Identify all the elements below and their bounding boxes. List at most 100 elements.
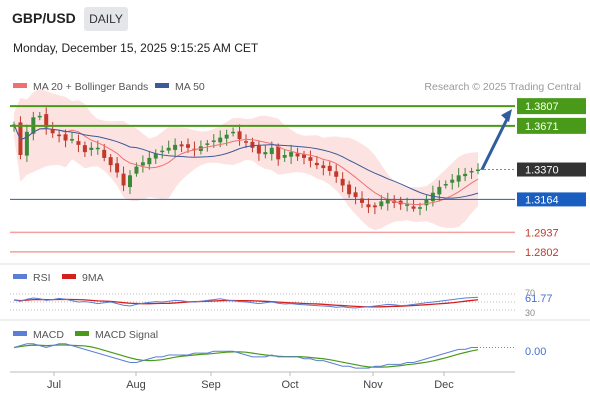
level-label: 1.3671 xyxy=(525,121,559,133)
rsi-tick: 70 xyxy=(525,288,535,298)
candle-body xyxy=(244,141,248,143)
candle-body xyxy=(211,140,216,143)
candle-body xyxy=(360,198,364,203)
candle-body xyxy=(44,114,49,128)
candle-body xyxy=(50,128,55,134)
candle-body xyxy=(153,153,158,159)
credit-label: Research © 2025 Trading Central xyxy=(424,81,581,93)
level-label: 1.2802 xyxy=(525,247,559,259)
candle-body xyxy=(295,153,300,157)
forecast-arrow-shaft xyxy=(480,116,510,171)
levels-layer: 1.3807 1.3671 1.3370 1.3164 1.2937 1.2802 xyxy=(10,98,586,259)
x-tick-label: Nov xyxy=(363,379,383,391)
candle-body xyxy=(405,204,410,206)
symbol-title: GBP/USD xyxy=(12,10,76,26)
timeframe-badge[interactable]: DAILY xyxy=(84,7,128,31)
macd-signal-legend-label: MACD Signal xyxy=(95,329,158,341)
x-axis-labels: Jul Aug Sep Oct Nov Dec xyxy=(47,372,454,391)
candle-body xyxy=(269,147,274,155)
level-label-box xyxy=(517,162,586,177)
candle-body xyxy=(231,131,236,134)
candle-body xyxy=(224,134,229,139)
bollinger-band xyxy=(14,88,478,231)
candle-body xyxy=(115,163,120,173)
ma20-legend-label: MA 20 + Bollinger Bands xyxy=(33,81,148,93)
candle-body xyxy=(121,173,126,186)
candle-body xyxy=(289,152,294,157)
level-label-box xyxy=(517,98,586,115)
candle-body xyxy=(424,199,429,206)
candle-body xyxy=(237,131,242,140)
candle-body xyxy=(314,162,319,166)
candle-body xyxy=(282,155,287,158)
candle-body xyxy=(302,154,306,158)
macd-signal-legend-swatch xyxy=(75,331,89,336)
candle-body xyxy=(140,162,145,166)
candle-body xyxy=(256,145,261,154)
rsi-ma-legend-label: 9MA xyxy=(82,272,104,284)
macd-line xyxy=(13,343,478,369)
candle-body xyxy=(437,186,442,195)
level-label: 1.2937 xyxy=(525,227,559,239)
level-label-box xyxy=(517,117,586,134)
candle-body xyxy=(276,146,281,160)
ma20-legend-swatch xyxy=(13,83,27,88)
macd-last-value: 0.00 xyxy=(525,346,546,358)
rsi-legend-label: RSI xyxy=(33,272,51,284)
level-label-box xyxy=(517,192,586,207)
macd-legend-swatch xyxy=(13,331,27,336)
candle-body xyxy=(430,192,435,202)
rsi-ma-legend-swatch xyxy=(62,274,76,279)
candle-body xyxy=(443,184,448,186)
x-tick-label: Jul xyxy=(47,379,61,391)
macd-legend-label: MACD xyxy=(33,329,64,341)
candle-body xyxy=(334,171,339,177)
level-label: 1.3164 xyxy=(525,194,559,206)
candle-body xyxy=(173,144,178,150)
level-label: 1.3807 xyxy=(525,101,559,113)
candle-body xyxy=(463,173,468,177)
ma50-line xyxy=(13,124,479,199)
candle-body xyxy=(82,145,87,153)
candle-body xyxy=(24,131,29,156)
candle-body xyxy=(128,175,132,188)
candle-body xyxy=(327,165,332,171)
candle-body xyxy=(108,157,113,166)
candle-body xyxy=(353,192,358,198)
candle-body xyxy=(321,165,326,169)
forecast-arrow-head xyxy=(501,109,512,123)
candle-body xyxy=(411,206,416,209)
candle-body xyxy=(205,143,210,145)
candle-body xyxy=(63,134,68,141)
candle-body xyxy=(366,204,371,208)
ma20-line xyxy=(13,124,479,206)
rsi-ma-line xyxy=(13,298,479,308)
candle-body xyxy=(186,144,190,148)
candle-body xyxy=(89,147,94,150)
candle-body xyxy=(218,137,223,143)
candle-body xyxy=(76,141,81,145)
candle-body xyxy=(160,150,165,153)
candle-body xyxy=(418,207,422,209)
datetime-label: Monday, December 15, 2025 9:15:25 AM CET xyxy=(13,41,259,55)
candle-body xyxy=(469,170,474,173)
ma50-legend-label: MA 50 xyxy=(175,81,205,93)
candle-body xyxy=(166,147,171,151)
candle-body xyxy=(372,205,377,208)
candle-body xyxy=(263,152,268,155)
candle-body xyxy=(147,157,152,165)
macd-signal-line xyxy=(13,344,479,368)
candle-body xyxy=(476,169,480,172)
x-tick-label: Oct xyxy=(281,379,298,391)
ma50-legend-swatch xyxy=(155,83,169,88)
candle-body xyxy=(134,166,139,174)
candle-body xyxy=(450,179,455,183)
candle-body xyxy=(102,149,107,158)
candle-body xyxy=(179,144,184,147)
rsi-line xyxy=(13,296,479,309)
x-tick-label: Sep xyxy=(201,379,221,391)
candle-body xyxy=(385,199,390,204)
candle-body xyxy=(456,175,461,182)
